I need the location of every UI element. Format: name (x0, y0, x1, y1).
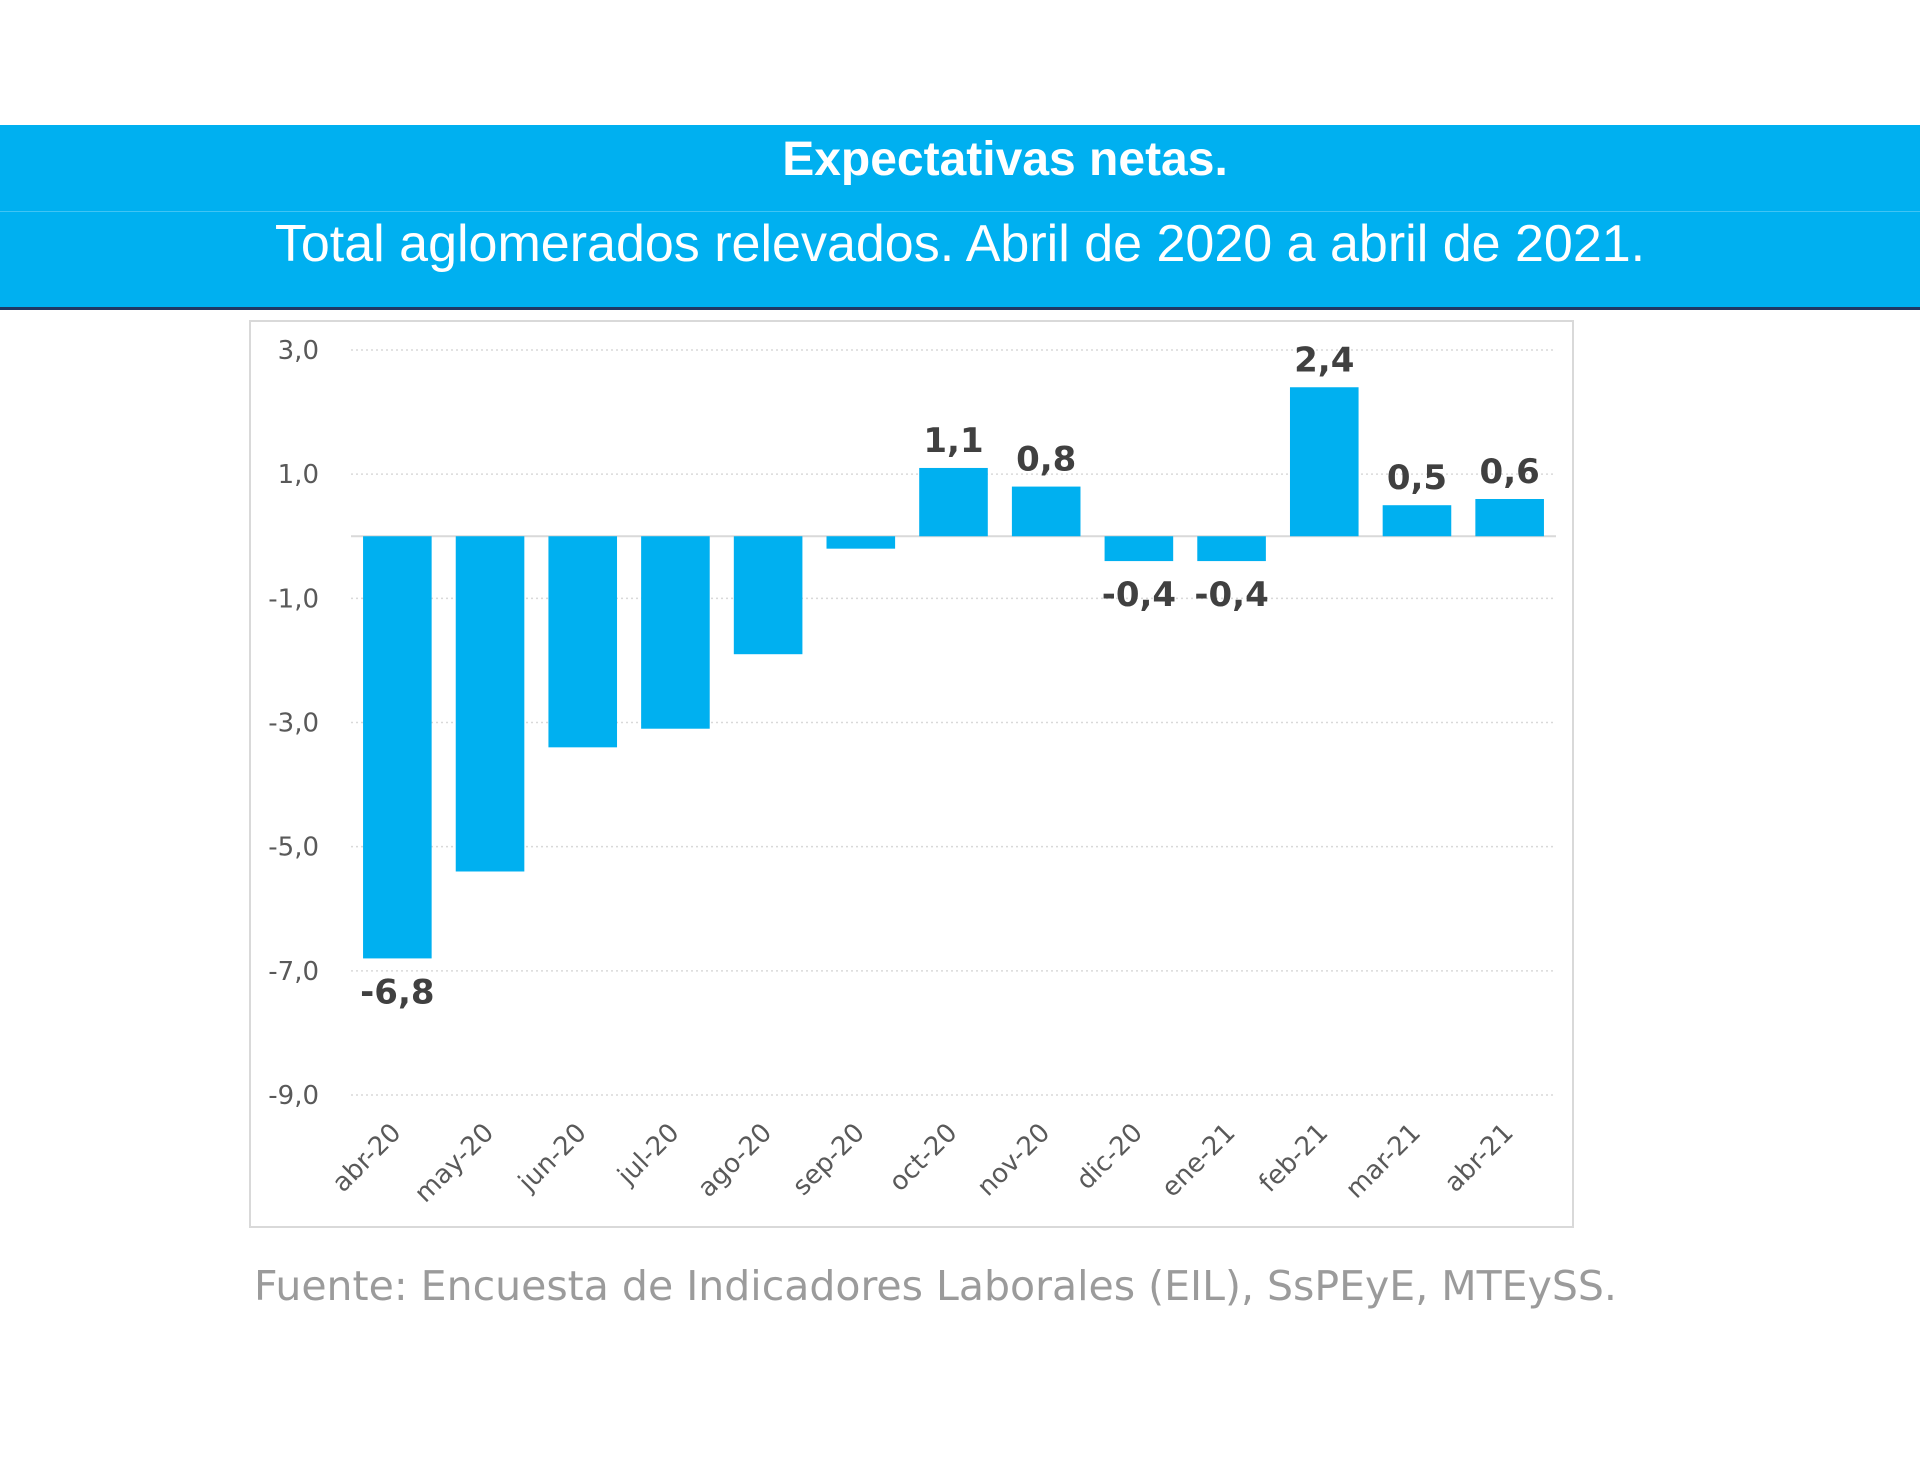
x-tick-label: nov-20 (972, 1118, 1057, 1203)
chart-title: Expectativas netas. (782, 133, 1228, 186)
source-note: Fuente: Encuesta de Indicadores Laborale… (254, 1262, 1617, 1310)
bar (363, 536, 432, 959)
data-label: 1,1 (923, 421, 983, 461)
bar (1011, 486, 1081, 537)
x-tick-label: sep-20 (787, 1118, 871, 1202)
chart-area: 3,0 1,0 -1,0 -3,0 -5,0 -7,0 -9,0 -6,8 abr-20 may-… (249, 320, 1574, 1228)
x-tick-label: may-20 (409, 1118, 500, 1209)
data-label: -0,4 (1194, 575, 1268, 615)
y-tick-label: 1,0 (278, 460, 319, 490)
chart-subtitle: Total aglomerados relevados. Abril de 20… (274, 215, 1646, 273)
y-tick-label: -9,0 (268, 1081, 319, 1111)
x-tick-label: ene-21 (1156, 1118, 1242, 1204)
data-label: -0,4 (1102, 575, 1176, 615)
bar (1104, 536, 1174, 562)
x-tick-label: abr-21 (1439, 1118, 1520, 1199)
banner-divider (0, 211, 1920, 212)
x-tick-label: mar-21 (1340, 1118, 1427, 1205)
bar-chart: 3,0 1,0 -1,0 -3,0 -5,0 -7,0 -9,0 -6,8 abr-20 may-… (268, 336, 1556, 1209)
x-tick-label: jun-20 (512, 1118, 592, 1198)
data-label: 2,4 (1294, 340, 1354, 380)
x-tick-label: abr-20 (327, 1118, 408, 1199)
data-label: 0,6 (1480, 452, 1540, 492)
y-tick-label: -1,0 (268, 584, 319, 614)
bar (548, 536, 618, 748)
header-banner: Expectativas netas. Total aglomerados re… (0, 125, 1920, 310)
data-label: 0,8 (1016, 440, 1076, 480)
bar (641, 536, 710, 729)
bar (1475, 499, 1544, 537)
bar (733, 536, 803, 655)
bar (1382, 505, 1452, 537)
bar (919, 467, 988, 537)
x-tick-label: oct-20 (884, 1118, 964, 1198)
x-tick-label: dic-20 (1071, 1118, 1149, 1196)
y-tick-label: -7,0 (268, 957, 319, 987)
data-label: -6,8 (360, 972, 434, 1012)
bar (1289, 387, 1359, 537)
y-tick-label: 3,0 (278, 336, 319, 366)
x-tick-label: ago-20 (692, 1118, 778, 1204)
x-tick-label: jul-20 (612, 1118, 686, 1192)
bar (826, 536, 896, 549)
x-tick-label: feb-21 (1254, 1118, 1335, 1199)
y-tick-label: -5,0 (268, 833, 319, 863)
bar (455, 536, 525, 872)
data-label: 0,5 (1387, 458, 1447, 498)
bar (1197, 536, 1266, 562)
y-tick-label: -3,0 (268, 709, 319, 739)
